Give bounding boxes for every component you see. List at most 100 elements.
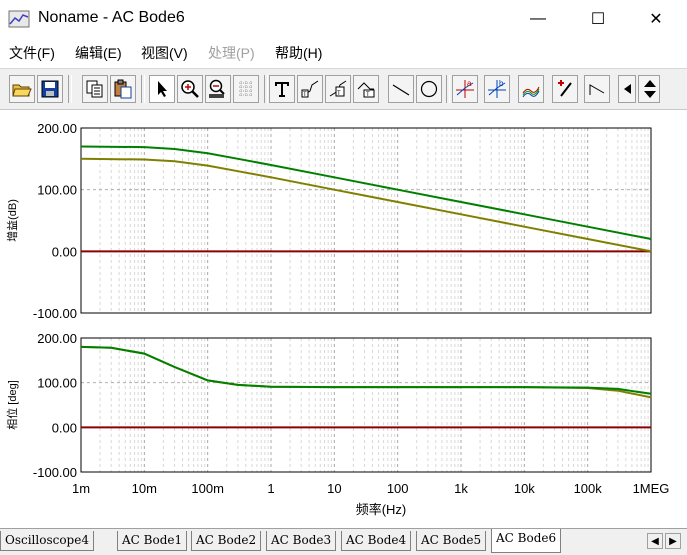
open-icon — [12, 84, 32, 97]
toolbar-separator — [141, 75, 145, 103]
y-tick-label: 0.00 — [52, 244, 77, 259]
y-tick-label: -100.00 — [33, 465, 77, 480]
pointer-button[interactable] — [149, 75, 175, 103]
probe-icon — [558, 80, 572, 97]
plot-frame — [80, 127, 652, 314]
tab-ac-bode6[interactable]: AC Bode6 — [491, 529, 562, 553]
pointer-icon — [158, 81, 167, 97]
chart-panel-gain: 200.00 100.00 0.00 -100.00 增益(dB) — [5, 121, 652, 321]
menu-help[interactable]: 帮助(H) — [275, 45, 323, 61]
maximize-button[interactable]: ☐ — [590, 11, 606, 28]
svg-text:a: a — [467, 79, 472, 88]
tab-ac-bode3[interactable]: AC Bode3 — [266, 531, 337, 551]
open-button[interactable] — [9, 75, 35, 103]
x-axis-label: 频率(Hz) — [356, 502, 407, 517]
svg-text:b: b — [499, 79, 504, 88]
tab-oscilloscope4[interactable]: Oscilloscope4 — [0, 531, 94, 551]
plot-frame — [80, 337, 652, 473]
tab-ac-bode1[interactable]: AC Bode1 — [117, 531, 188, 551]
text-button[interactable] — [269, 75, 295, 103]
menu-file[interactable]: 文件(F) — [9, 45, 55, 61]
save-icon — [41, 80, 59, 98]
paste-button[interactable] — [110, 75, 136, 103]
annotate-1-icon: T — [301, 80, 319, 98]
window-title: Noname - AC Bode6 — [38, 9, 185, 26]
traces-button[interactable] — [518, 75, 544, 103]
cursor-a-button[interactable]: a — [452, 75, 478, 103]
corner-button[interactable] — [584, 75, 610, 103]
corner-icon — [589, 84, 605, 95]
x-tick-label: 1MEG — [633, 481, 670, 496]
zoom-100-button[interactable] — [205, 75, 231, 103]
tab-ac-bode5[interactable]: AC Bode5 — [416, 531, 487, 551]
x-tick-label: 10 — [327, 481, 341, 496]
y-tick-label: 200.00 — [37, 121, 77, 136]
annotate-3-button[interactable]: T — [353, 75, 379, 103]
toolbar-separator — [446, 75, 450, 103]
zoom-in-icon — [181, 80, 199, 98]
grid-button[interactable] — [233, 75, 259, 103]
cursor-b-button[interactable]: b — [484, 75, 510, 103]
x-tick-label: 100m — [191, 481, 224, 496]
save-button[interactable] — [37, 75, 63, 103]
annotate-3-icon: T — [357, 82, 375, 98]
arrow-left-icon — [624, 84, 631, 94]
tab-scroll-right-button[interactable]: ▶ — [665, 533, 681, 549]
cursor-a-icon: a — [456, 79, 474, 98]
x-tick-label: 1 — [267, 481, 274, 496]
minimize-button[interactable]: — — [530, 10, 546, 27]
y-tick-label: 200.00 — [37, 331, 77, 346]
zoom-in-button[interactable] — [177, 75, 203, 103]
x-tick-label: 10k — [514, 481, 535, 496]
x-tick-label: 1m — [72, 481, 90, 496]
svg-text:T: T — [337, 91, 341, 97]
toolbar: T T T a b — [0, 68, 687, 110]
line-button[interactable] — [388, 75, 414, 103]
arrow-left-button[interactable] — [618, 75, 636, 103]
x-tick-label: 1k — [454, 481, 468, 496]
tab-ac-bode4[interactable]: AC Bode4 — [341, 531, 412, 551]
svg-text:T: T — [303, 92, 307, 98]
paste-icon — [114, 79, 132, 99]
tab-scroll-left-button[interactable]: ◀ — [647, 533, 663, 549]
x-tick-label: 100k — [574, 481, 603, 496]
bode-plots: 200.00100.000.00-100.00增益(dB)200.00100.0… — [5, 121, 670, 517]
x-tick-label: 10m — [132, 481, 157, 496]
app-icon — [8, 10, 30, 28]
series-line-2 — [80, 345, 652, 395]
cursor-b-icon: b — [488, 79, 506, 98]
menu-bar: 文件(F) 编辑(E) 视图(V) 处理(P) 帮助(H) — [0, 38, 687, 64]
circle-button[interactable] — [416, 75, 442, 103]
annotate-2-button[interactable]: T — [325, 75, 351, 103]
zoom-100-icon — [209, 79, 225, 98]
svg-text:T: T — [366, 92, 370, 98]
annotate-2-icon: T — [329, 80, 347, 97]
menu-process[interactable]: 处理(P) — [208, 45, 255, 61]
copy-button[interactable] — [82, 75, 108, 103]
toolbar-separator — [264, 75, 268, 103]
grid-icon — [239, 81, 253, 97]
text-icon — [275, 82, 289, 97]
toolbar-separator — [68, 75, 72, 103]
menu-view[interactable]: 视图(V) — [141, 45, 188, 61]
series-line-1 — [80, 145, 652, 240]
x-tick-label: 100 — [387, 481, 409, 496]
chart-panel-phase: 200.00 100.00 0.00 -100.00 相位 [deg] — [5, 331, 652, 480]
bode-plot-area: 200.00 100.00 0.00 -100.00 增益(dB) 200.00 100.0… — [0, 110, 687, 528]
tab-ac-bode2[interactable]: AC Bode2 — [191, 531, 262, 551]
traces-icon — [522, 86, 540, 98]
series-line-2 — [80, 157, 652, 253]
arrow-updown-icon — [644, 80, 656, 98]
annotate-1-button[interactable]: T — [297, 75, 323, 103]
y-tick-label: 100.00 — [37, 183, 77, 198]
series-line-1 — [80, 345, 652, 399]
circle-icon — [420, 80, 438, 98]
y-tick-label: 100.00 — [37, 376, 77, 391]
close-button[interactable]: ✕ — [649, 11, 663, 28]
y-tick-label: 0.00 — [52, 420, 77, 435]
arrow-updown-button[interactable] — [638, 75, 660, 103]
y-axis-label: 相位 [deg] — [5, 380, 19, 430]
copy-icon — [86, 80, 103, 98]
probe-button[interactable] — [552, 75, 578, 103]
menu-edit[interactable]: 编辑(E) — [75, 45, 122, 61]
